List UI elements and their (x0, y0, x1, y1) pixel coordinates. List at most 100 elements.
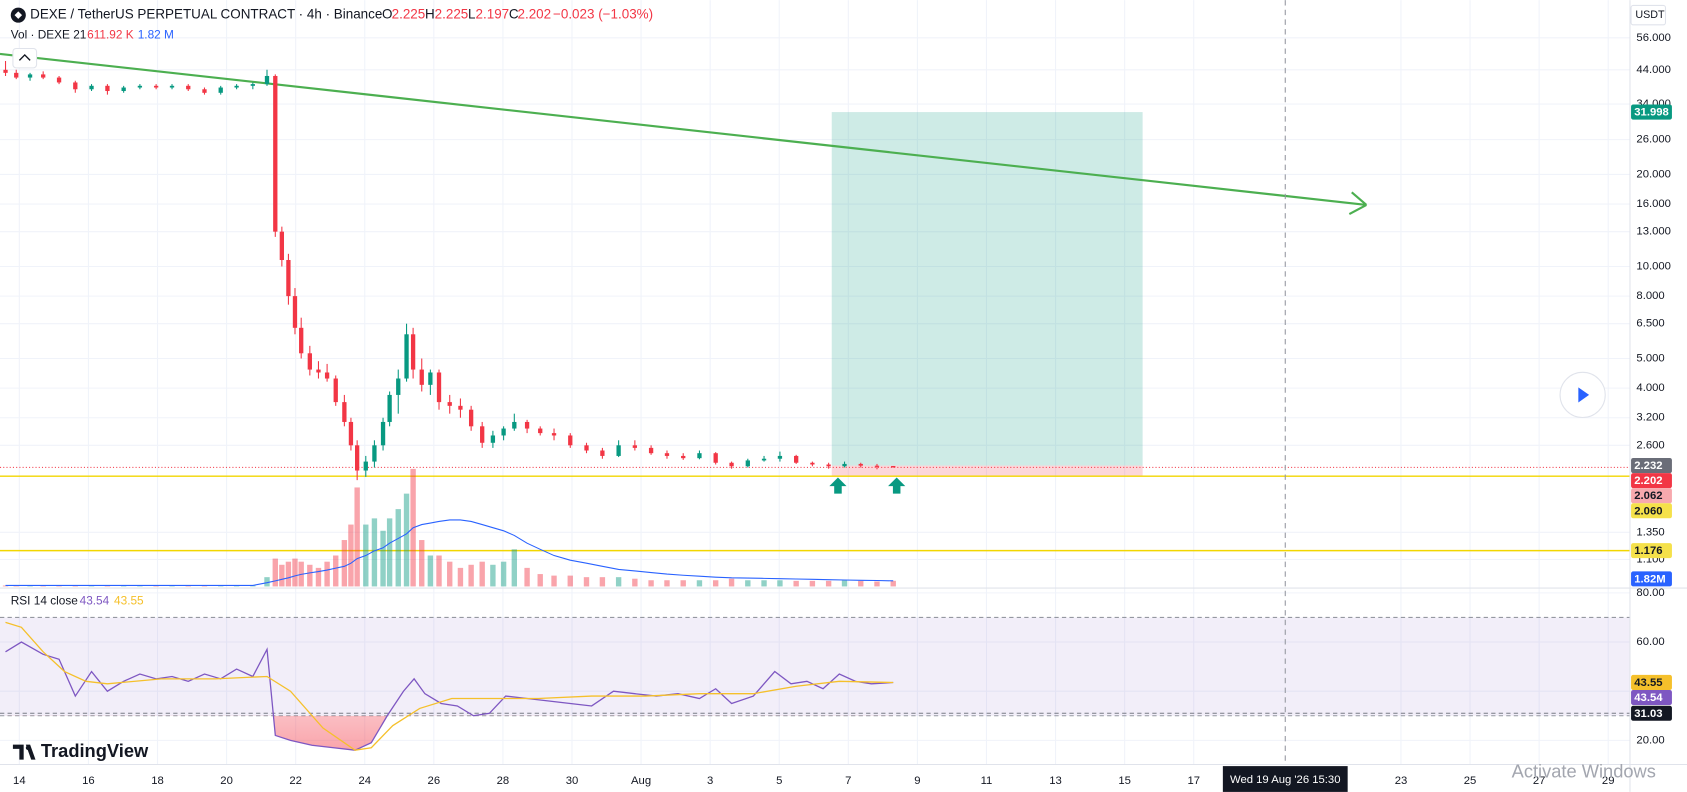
rsi-legend-ma: 43.55 (114, 594, 144, 608)
volume-bar (567, 575, 573, 587)
candle-body (729, 462, 734, 467)
candle-body (153, 85, 159, 88)
play-button[interactable] (1559, 371, 1606, 419)
candle-body (14, 72, 19, 78)
ohlc-value: 2.225 (435, 7, 469, 22)
top-layer: Wed 19 Aug '26 15:30 31.998 2.232 2.202 2.06… (1222, 0, 1672, 792)
volume-bar (395, 509, 401, 587)
candle-body (600, 450, 605, 456)
volume-bar (371, 518, 378, 587)
candle-body (27, 74, 33, 78)
candle-body (745, 460, 750, 467)
y-tick-label: 4.000 (1636, 382, 1664, 394)
volume-bar (279, 564, 285, 587)
candle-body (480, 426, 485, 443)
volume-bar (841, 580, 848, 587)
chart-title: DEXE / TetherUS PERPETUAL CONTRACT · 4h … (30, 7, 382, 22)
x-tick-label: 27 (1533, 775, 1546, 787)
candle-body (538, 428, 543, 434)
volume-bar (599, 577, 606, 587)
watermark: Activate Windows (1512, 760, 1656, 781)
collapse-icon (18, 53, 31, 61)
volume-bar (354, 487, 360, 587)
volume-bar (745, 580, 751, 587)
volume-legend-ma: 611.92 K (87, 28, 134, 42)
rsi-band (0, 617, 1630, 716)
price-tag-box (1631, 705, 1672, 721)
candle-body (3, 69, 8, 73)
candle-body (348, 421, 354, 446)
volume-bar (777, 580, 783, 587)
ohlc-value: 2.197 (476, 7, 510, 22)
price-tag-box (1631, 488, 1672, 504)
volume-bar (419, 540, 425, 587)
candle-body (584, 445, 589, 451)
x-tick-label: 16 (82, 775, 95, 787)
volume-bar (457, 567, 464, 587)
candle-body (501, 428, 506, 436)
y-tick-label: 56.000 (1636, 32, 1671, 44)
candle-body (697, 453, 702, 459)
candle-body (324, 372, 330, 379)
candle-body (264, 75, 270, 85)
ohlc-key: L (468, 7, 476, 22)
volume-bar (648, 580, 654, 587)
price-tag-label: 1.82M (1634, 573, 1665, 585)
candle-body (436, 372, 442, 403)
price-tag-label: 43.54 (1634, 692, 1663, 704)
y-tick-label: 2.600 (1636, 439, 1664, 451)
volume-bar (825, 580, 832, 587)
price-tag-box (1631, 689, 1672, 706)
candle-body (794, 455, 799, 463)
x-tick-label: 15 (1118, 775, 1131, 787)
candle-body (404, 334, 409, 379)
volume-bar (272, 558, 278, 587)
volume-bar (386, 518, 393, 587)
ohlc-key: H (425, 7, 435, 22)
x-tick-label: 11 (981, 775, 993, 787)
volume-bar (500, 561, 507, 587)
x-tick-label: 24 (358, 775, 371, 787)
candle-body (273, 75, 278, 232)
volume-bar (728, 578, 735, 587)
volume-bar (761, 580, 767, 587)
price-tag-label: 1.176 (1634, 545, 1662, 557)
candle-body (568, 435, 573, 446)
price-tag-box (1631, 503, 1672, 519)
x-tick-label: 9 (914, 775, 920, 787)
volume-bar (292, 558, 298, 587)
candle-body (56, 77, 62, 83)
currency-box[interactable] (1630, 4, 1667, 26)
volume-ma-line (5, 519, 894, 587)
brand-name: TradingView (41, 740, 149, 761)
volume-bar (680, 580, 686, 587)
volume-bar (447, 561, 453, 587)
candle-body (279, 231, 285, 261)
position-profit-zone (831, 112, 1143, 466)
collapse-button[interactable] (12, 47, 38, 69)
price-tag-box (1631, 473, 1672, 489)
x-tick-label: 30 (566, 775, 579, 787)
candle-body (874, 465, 880, 467)
candle-body (616, 445, 621, 456)
price-tag-box (1631, 571, 1672, 587)
x-tick-label: 26 (428, 775, 441, 787)
candle-body (354, 445, 360, 471)
rsi-tick-label: 80.00 (1636, 587, 1664, 599)
volume-bar (890, 580, 896, 587)
volume-bar (403, 493, 410, 587)
grid-layer (0, 0, 1630, 764)
volume-bar (874, 581, 880, 587)
volume-bar (333, 555, 339, 587)
y-tick-label: 13.000 (1636, 226, 1671, 238)
volume-bar (490, 564, 496, 587)
candle-body (648, 447, 654, 454)
candle-body (372, 445, 377, 462)
ohlc-key: O (382, 7, 392, 22)
x-tick-label: 22 (289, 775, 302, 787)
candle-body (512, 421, 517, 429)
volume-bar (524, 567, 530, 587)
candle-body (428, 372, 433, 385)
